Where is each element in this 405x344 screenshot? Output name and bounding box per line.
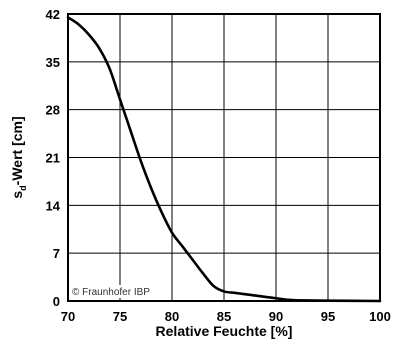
y-axis-label-subscript: d (18, 185, 28, 191)
x-tick-label: 70 (61, 309, 75, 324)
y-tick-label: 0 (53, 294, 60, 309)
copyright-annotation: © Fraunhofer IBP (72, 287, 150, 298)
y-tick-labels: 0 7 14 21 28 35 42 (46, 7, 61, 309)
x-axis-label: Relative Feuchte [%] (156, 323, 293, 339)
y-axis-label-rest: -Wert [cm] (9, 116, 25, 185)
y-axis-label: sd-Wert [cm] (9, 116, 28, 198)
x-tick-label: 100 (369, 309, 391, 324)
x-tick-label: 80 (165, 309, 179, 324)
grid (68, 14, 380, 301)
copyright-background (70, 285, 148, 298)
y-tick-label: 35 (46, 55, 60, 70)
y-tick-label: 14 (46, 198, 61, 213)
x-tick-label: 75 (113, 309, 127, 324)
x-tick-label: 85 (217, 309, 231, 324)
series-line (66, 16, 382, 303)
y-tick-label: 42 (46, 7, 60, 22)
y-tick-label: 21 (46, 151, 60, 166)
plot-frame (67, 13, 381, 302)
y-tick-label: 7 (53, 246, 60, 261)
x-tick-label: 90 (269, 309, 283, 324)
x-tick-label: 95 (321, 309, 335, 324)
curve-layer (66, 16, 382, 303)
y-axis-label-main: s (9, 191, 25, 199)
y-tick-label: 28 (46, 103, 60, 118)
x-tick-labels: 70 75 80 85 90 95 100 (61, 309, 391, 324)
